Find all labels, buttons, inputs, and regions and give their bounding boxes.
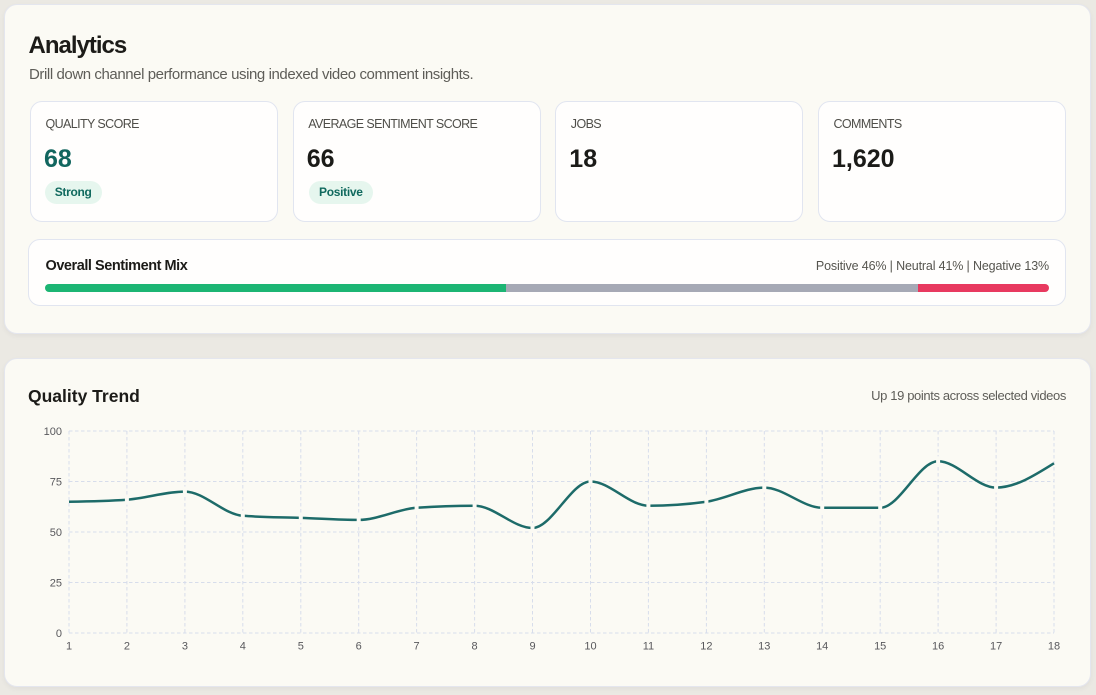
svg-text:25: 25 [50,577,62,589]
svg-text:13: 13 [758,640,770,652]
svg-text:4: 4 [240,640,246,652]
svg-text:18: 18 [1048,640,1060,652]
svg-text:12: 12 [700,640,712,652]
svg-text:50: 50 [50,527,62,539]
svg-text:3: 3 [182,640,188,652]
svg-text:7: 7 [414,640,420,652]
svg-text:11: 11 [643,640,654,652]
svg-text:16: 16 [932,640,944,652]
svg-text:75: 75 [50,476,62,488]
svg-text:14: 14 [816,640,828,652]
svg-text:17: 17 [990,640,1002,652]
svg-text:10: 10 [584,640,596,652]
svg-text:15: 15 [874,640,886,652]
svg-text:6: 6 [356,640,362,652]
svg-text:0: 0 [56,628,62,640]
svg-text:9: 9 [529,640,535,652]
svg-text:5: 5 [298,640,304,652]
svg-text:2: 2 [124,640,130,652]
svg-text:8: 8 [472,640,478,652]
svg-text:1: 1 [66,640,72,652]
svg-text:100: 100 [44,426,62,438]
